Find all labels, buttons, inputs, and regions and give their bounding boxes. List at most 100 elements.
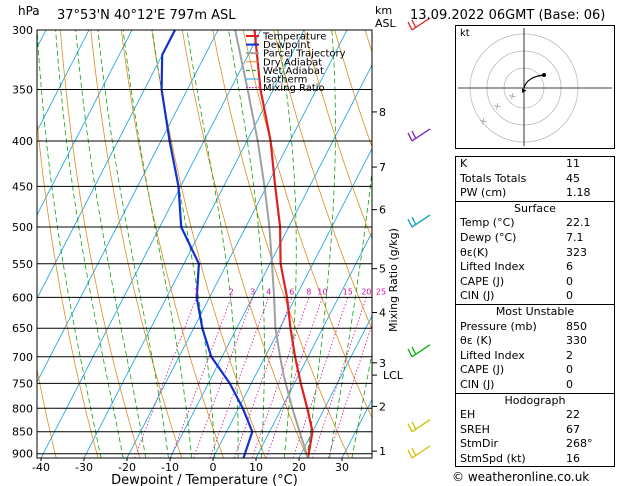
stat-row: CIN (J) 0 xyxy=(456,289,614,304)
stat-label: CAPE (J) xyxy=(460,274,505,288)
stat-value: 0 xyxy=(566,363,573,377)
legend-label: Parcel Trajectory xyxy=(263,49,346,60)
x-tick-label: 20 xyxy=(292,461,306,474)
dry-adiabat-line xyxy=(242,30,372,419)
stat-row: StmSpd (kt) 16 xyxy=(456,452,614,467)
pressure-tick-label: 800 xyxy=(12,402,33,415)
mixing-ratio-axis-title: Mixing Ratio (g/kg) xyxy=(387,228,400,332)
stat-row: Temp (°C) 22.1 xyxy=(456,216,614,231)
hodograph-faint-label-1: ✕ xyxy=(492,101,504,114)
stat-row: Lifted Index 6 xyxy=(456,260,614,275)
isotherm-line xyxy=(255,231,372,458)
hodograph-faint-label-2: ✕ xyxy=(478,116,490,129)
most-unstable-section: Most Unstable Pressure (mb) 850 θε (K) 330 L… xyxy=(456,303,614,393)
isotherm-line xyxy=(298,315,372,458)
hodograph: ▸ ✕ ✕ ✕ kt xyxy=(455,25,615,149)
x-tick-label: -20 xyxy=(118,461,136,474)
mixing-ratio-label: 10 xyxy=(317,287,327,296)
series-parcel xyxy=(234,30,309,458)
series-temperature xyxy=(253,30,314,458)
isotherm-line xyxy=(212,147,372,458)
lcl-label: LCL xyxy=(383,369,404,382)
km-tick-label: 6 xyxy=(379,204,386,217)
km-tick-label: 3 xyxy=(379,357,386,370)
stat-row: SREH 67 xyxy=(456,423,614,438)
stat-value: 850 xyxy=(566,319,587,333)
stat-row: CAPE (J) 0 xyxy=(456,363,614,378)
x-tick-label: -30 xyxy=(75,461,93,474)
index-row-pw: PW (cm) 1.18 xyxy=(460,186,591,200)
dry-adiabat-line xyxy=(120,30,224,458)
mixing-ratio-label: 4 xyxy=(266,287,271,296)
indices-panel: K 11 Totals Totals 45 PW (cm) 1.18 Surface … xyxy=(455,156,615,468)
hodograph-unit-label: kt xyxy=(460,28,470,39)
series-dewpoint xyxy=(160,30,254,458)
hodograph-faint-label-3: ✕ xyxy=(507,91,519,104)
surface-section: Surface Temp (°C) 22.1 Dewp (°C) 7.1 θε(K) 32… xyxy=(456,200,614,304)
wet-adiabat-line xyxy=(277,30,297,458)
hodograph-stats-section: Hodograph EH 22 SREH 67 StmDir 268° StmSpd (kt… xyxy=(456,392,614,467)
isotherm-line xyxy=(126,30,348,458)
surface-title: Surface xyxy=(514,201,556,215)
mixing-ratio-label: 3 xyxy=(250,287,255,296)
stat-label: Lifted Index xyxy=(460,260,525,274)
legend-label: Dry Adiabat xyxy=(263,57,322,68)
stat-value: 67 xyxy=(566,422,580,436)
stat-label: Dewp (°C) xyxy=(460,230,517,244)
stat-label: StmDir xyxy=(460,437,499,451)
stat-row: Dewp (°C) 7.1 xyxy=(456,231,614,246)
isotherm-line xyxy=(40,30,262,458)
wet-adiabat-line xyxy=(55,30,124,458)
wind-barb-icon xyxy=(407,445,431,459)
hodograph-trace xyxy=(523,74,545,89)
legend-label: Mixing Ratio xyxy=(263,83,325,94)
pressure-tick-label: 350 xyxy=(12,83,33,96)
km-tick-label: 7 xyxy=(379,161,386,174)
most-unstable-title: Most Unstable xyxy=(495,304,575,318)
index-row-k: K 11 xyxy=(460,157,580,170)
plot-frame xyxy=(36,29,373,459)
mixing-ratio-label: 6 xyxy=(289,287,294,296)
km-tick-label: 5 xyxy=(379,263,386,276)
stat-label: SREH xyxy=(460,422,490,436)
legend-label: Temperature xyxy=(262,32,326,43)
wet-adiabat-line xyxy=(37,30,102,458)
stat-value: 0 xyxy=(566,377,573,391)
index-row-totals: Totals Totals 45 xyxy=(460,171,580,185)
stat-value: 16 xyxy=(566,451,580,465)
x-tick-label: 0 xyxy=(210,461,217,474)
hodograph-stats-title: Hodograph xyxy=(504,393,566,407)
wet-adiabat-line xyxy=(122,30,192,458)
wind-barb-icon xyxy=(407,419,431,433)
stat-label: CAPE (J) xyxy=(460,363,505,377)
wind-barb-icon xyxy=(407,128,431,142)
legend-label: Isotherm xyxy=(263,75,307,86)
stat-label: Temp (°C) xyxy=(460,216,515,230)
hpa-axis-label: hPa xyxy=(18,4,40,18)
dry-adiabat-line xyxy=(90,30,183,458)
stat-row: EH 22 xyxy=(456,408,614,423)
stat-value: 6 xyxy=(566,260,573,274)
dry-adiabat-line xyxy=(60,30,141,458)
stat-value: 2 xyxy=(566,348,573,362)
wet-adiabat-line xyxy=(329,167,372,458)
x-tick-label: 30 xyxy=(335,461,349,474)
stat-value: 330 xyxy=(566,334,587,348)
km-tick-label: 4 xyxy=(379,306,386,319)
isotherm-line xyxy=(37,30,176,300)
dry-adiabat-line xyxy=(37,367,57,458)
storm-motion-marker: ▸ xyxy=(522,86,527,96)
dry-adiabat-line xyxy=(151,30,266,458)
stat-value: 22 xyxy=(566,408,580,422)
stat-label: EH xyxy=(460,408,476,422)
km-tick-label: 1 xyxy=(379,445,386,458)
pressure-tick-label: 500 xyxy=(12,221,33,234)
stat-label: θε(K) xyxy=(460,245,489,259)
stat-label: θε (K) xyxy=(460,334,492,348)
dry-adiabat-line xyxy=(37,117,99,458)
pressure-tick-label: 600 xyxy=(12,291,33,304)
x-tick-label: -40 xyxy=(32,461,50,474)
location-label: 37°53'N 40°12'E 797m ASL xyxy=(57,8,236,23)
stat-row: Lifted Index 2 xyxy=(456,349,614,364)
